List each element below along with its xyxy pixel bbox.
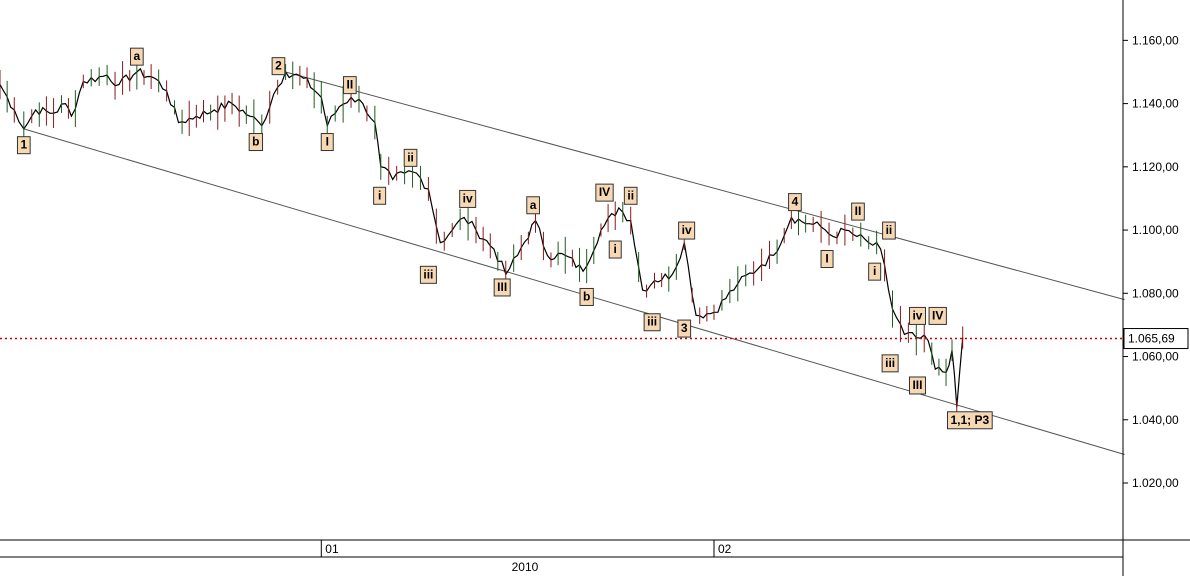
trend-channel <box>23 71 1125 456</box>
wave-label: ii <box>407 150 414 164</box>
wave-label: IV <box>932 308 943 322</box>
y-tick-label: 1.140,00 <box>1132 97 1179 111</box>
wave-label-box <box>678 221 696 240</box>
wave-label-box <box>788 193 802 212</box>
wave-label: II <box>347 78 354 92</box>
wave-label-box <box>946 411 993 430</box>
price-series <box>0 54 964 415</box>
wave-label-box <box>623 186 638 205</box>
wave-label-box <box>526 196 540 215</box>
y-tick-label: 1.020,00 <box>1132 476 1179 490</box>
wave-label: I <box>825 252 828 266</box>
price-line <box>0 67 964 408</box>
wave-label-box <box>677 319 692 338</box>
wave-label-box <box>373 186 387 205</box>
wave-label: iii <box>423 267 433 281</box>
wave-label: iii <box>647 315 657 329</box>
wave-label: 1 <box>20 138 27 152</box>
wave-label: i <box>873 264 876 278</box>
wave-label-box <box>343 76 357 95</box>
wave-label-box <box>320 133 334 152</box>
trend-line <box>23 128 1125 456</box>
wave-label: 2 <box>275 59 282 73</box>
wave-label: IV <box>599 185 610 199</box>
y-tick-label: 1.120,00 <box>1132 160 1179 174</box>
wave-label-box <box>271 57 286 76</box>
wave-label: iv <box>682 223 692 237</box>
wave-label: II <box>855 204 862 218</box>
trend-line <box>285 71 1125 301</box>
last-price-label: 1.065,69 <box>1128 332 1175 346</box>
wave-label: b <box>583 289 590 303</box>
wave-label: i <box>378 188 381 202</box>
wave-label: III <box>497 280 507 294</box>
wave-label: ii <box>886 223 893 237</box>
y-tick-label: 1.160,00 <box>1132 33 1179 47</box>
last-price-badge <box>1123 328 1189 350</box>
wave-label: iii <box>885 356 895 370</box>
wave-label-box <box>579 287 594 306</box>
wave-label-box <box>868 262 882 281</box>
wave-label: iv <box>463 191 473 205</box>
wave-label-box <box>851 202 865 221</box>
wave-label: b <box>252 135 259 149</box>
y-tick-label: 1.100,00 <box>1132 223 1179 237</box>
wave-label-box <box>908 376 926 395</box>
wave-label: a <box>134 49 141 63</box>
wave-label-box <box>130 47 144 66</box>
wave-label: III <box>912 378 922 392</box>
y-tick-label: 1.040,00 <box>1132 413 1179 427</box>
x-tick-label: 01 <box>325 542 339 556</box>
y-tick-label: 1.060,00 <box>1132 350 1179 364</box>
wave-label: a <box>530 198 537 212</box>
wave-label-box <box>882 221 896 240</box>
wave-label-box <box>643 313 661 332</box>
wave-label: 1,1; P3 <box>950 413 989 427</box>
wave-label-box <box>608 240 622 259</box>
wave-label-box <box>16 136 31 155</box>
wave-label-box <box>403 148 418 167</box>
x-year-label: 2010 <box>512 560 539 574</box>
wave-label: i <box>614 242 617 256</box>
wave-label-box <box>928 306 947 325</box>
wave-label: ii <box>627 188 634 202</box>
wave-label: 3 <box>681 321 688 335</box>
wave-label: 4 <box>792 195 799 209</box>
wave-label-box <box>881 354 899 373</box>
wave-label-box <box>908 306 926 325</box>
x-tick-label: 02 <box>718 542 732 556</box>
wave-label-box <box>493 278 511 297</box>
wave-label: iv <box>912 308 922 322</box>
wave-label-box <box>248 133 264 152</box>
wave-label-box <box>459 189 477 208</box>
last-price-line: 1.065,69 <box>0 328 1189 350</box>
y-tick-label: 1.080,00 <box>1132 286 1179 300</box>
wave-label-box <box>820 250 834 269</box>
wave-label-box <box>595 183 614 202</box>
wave-label-box <box>419 265 437 284</box>
wave-label: I <box>326 135 329 149</box>
